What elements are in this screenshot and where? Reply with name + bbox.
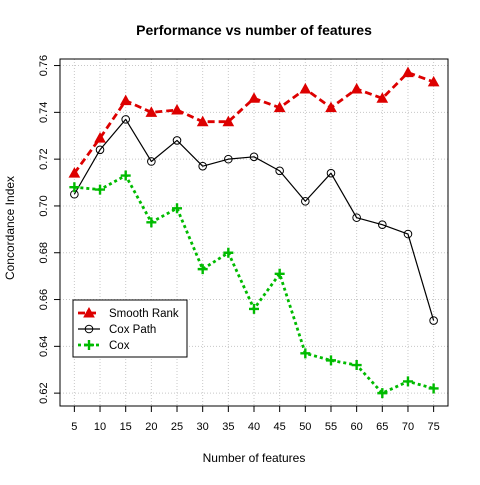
- series-smooth-rank: [68, 66, 440, 178]
- legend-label-smooth-rank: Smooth Rank: [109, 308, 179, 320]
- data-point-cox-path: [326, 168, 336, 178]
- data-point-cox-path: [198, 161, 207, 171]
- data-point-smooth-rank: [273, 101, 286, 113]
- data-point-cox: [274, 268, 285, 279]
- x-tick-label: 40: [248, 421, 260, 433]
- data-point-cox: [377, 388, 388, 399]
- data-point-cox-path: [172, 136, 182, 145]
- data-point-cox: [249, 303, 259, 314]
- data-point-cox-path: [275, 166, 284, 176]
- plot-frame: [59, 58, 449, 407]
- x-tick-label: 20: [145, 421, 157, 433]
- data-point-smooth-rank: [248, 92, 260, 103]
- legend-marker-cox-path: [84, 324, 94, 334]
- x-axis-label: Number of features: [203, 451, 306, 465]
- data-point-cox-path: [95, 145, 105, 155]
- data-point-cox: [197, 264, 208, 275]
- data-point-smooth-rank: [402, 66, 414, 78]
- data-point-cox: [428, 383, 439, 394]
- data-point-cox-path: [403, 229, 413, 239]
- data-point-smooth-rank: [376, 92, 389, 103]
- x-tick-label: 50: [299, 421, 311, 433]
- data-point-cox: [146, 217, 157, 228]
- data-point-cox-path: [147, 157, 156, 166]
- data-point-cox: [351, 360, 362, 371]
- data-point-cox-path: [249, 152, 259, 162]
- y-axis-label: Concordance Index: [3, 176, 17, 280]
- data-point-smooth-rank: [68, 167, 81, 178]
- data-point-cox-path: [429, 316, 438, 325]
- legend: Smooth Rank Cox Path Cox: [72, 299, 188, 358]
- x-tick-label: 35: [222, 421, 234, 433]
- data-point-cox: [325, 355, 336, 366]
- data-point-smooth-rank: [145, 106, 158, 117]
- data-point-smooth-rank: [119, 94, 132, 106]
- data-point-cox: [402, 376, 413, 387]
- series-cox: [69, 170, 439, 399]
- data-point-smooth-rank: [222, 115, 235, 127]
- legend-marker-smooth-rank: [83, 306, 95, 318]
- x-tick-label: 60: [351, 421, 363, 433]
- data-point-smooth-rank: [299, 82, 312, 94]
- data-point-cox-path: [224, 154, 233, 164]
- x-tick-label: 5: [71, 421, 77, 433]
- y-tick-label: 0.76: [38, 55, 50, 76]
- x-tick-label: 15: [120, 421, 132, 433]
- x-tick-label: 30: [197, 421, 209, 433]
- y-tick-label: 0.70: [38, 195, 50, 216]
- legend-marker-cox: [84, 340, 94, 350]
- x-tick-label: 25: [171, 421, 183, 433]
- data-point-smooth-rank: [325, 101, 337, 113]
- data-point-cox: [223, 247, 234, 258]
- y-tick-label: 0.64: [38, 336, 50, 357]
- data-point-cox: [300, 348, 311, 359]
- x-tick-label: 70: [402, 421, 414, 433]
- y-tick-label: 0.72: [38, 148, 50, 169]
- y-tick-label: 0.62: [38, 382, 50, 403]
- x-tick-label: 75: [428, 421, 440, 433]
- data-point-smooth-rank: [171, 103, 183, 115]
- series-line-cox-path: [73, 118, 435, 321]
- data-point-cox: [69, 182, 80, 193]
- y-tick-label: 0.68: [38, 242, 50, 263]
- data-point-cox-path: [121, 115, 130, 124]
- data-point-smooth-rank: [350, 82, 363, 94]
- data-point-smooth-rank: [427, 75, 440, 87]
- data-point-smooth-rank: [196, 115, 209, 127]
- data-point-cox: [95, 184, 106, 195]
- x-tick-label: 65: [376, 421, 388, 433]
- x-tick-label: 45: [274, 421, 286, 433]
- series-cox-path: [70, 115, 438, 325]
- data-point-cox: [172, 203, 183, 214]
- x-tick-label: 10: [94, 421, 106, 433]
- y-tick-label: 0.74: [38, 102, 50, 123]
- data-point-cox-path: [301, 196, 310, 206]
- data-point-smooth-rank: [94, 132, 106, 143]
- y-tick-label: 0.66: [38, 289, 50, 310]
- data-point-cox-path: [352, 213, 361, 222]
- x-tick-label: 55: [325, 421, 337, 433]
- legend-label-cox-path: Cox Path: [109, 324, 156, 336]
- legend-label-cox: Cox: [109, 340, 130, 352]
- data-point-cox: [120, 170, 131, 181]
- chart-title: Performance vs number of features: [136, 22, 372, 38]
- data-point-cox-path: [378, 220, 387, 229]
